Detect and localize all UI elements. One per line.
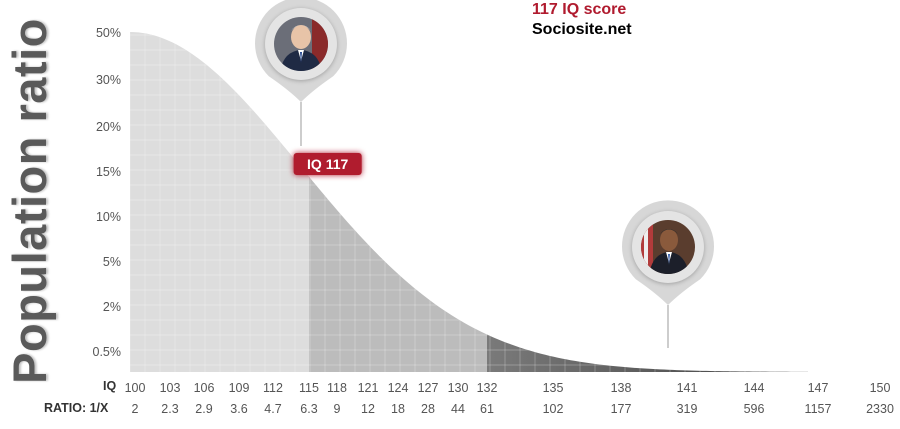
- ratio-label: 28: [421, 402, 435, 416]
- y-tick-label: 30%: [96, 73, 121, 87]
- area-band-light: [130, 32, 309, 372]
- ratio-label: 18: [391, 402, 405, 416]
- ratio-label: 2.3: [161, 402, 178, 416]
- x-tick-label: 124: [388, 381, 409, 395]
- ratio-label: 3.6: [230, 402, 247, 416]
- y-axis-title: Population ratio: [3, 18, 56, 384]
- x-tick-label: 141: [677, 381, 698, 395]
- ratio-label: 2330: [866, 402, 894, 416]
- site-name: Sociosite.net: [532, 21, 632, 38]
- x-tick-label: 138: [611, 381, 632, 395]
- y-tick-label: 10%: [96, 210, 121, 224]
- x-tick-label: 144: [744, 381, 765, 395]
- marker-label: IQ 117: [307, 156, 348, 172]
- x-tick-label: 109: [229, 381, 250, 395]
- ratio-label: 596: [744, 402, 765, 416]
- area-band-mid: [309, 176, 487, 372]
- ratio-label: 1157: [805, 402, 832, 416]
- x-tick-label: 112: [263, 381, 283, 395]
- y-tick-label: 50%: [96, 26, 121, 40]
- x-tick-label: 115: [299, 381, 319, 395]
- portrait-icon: [274, 17, 328, 71]
- x-tick-label: 121: [358, 381, 379, 395]
- x-tick-label: 135: [543, 381, 564, 395]
- iq-row-label: IQ: [103, 379, 117, 393]
- x-tick-label: 130: [448, 381, 469, 395]
- ratio-label: 6.3: [300, 402, 317, 416]
- chart-title: 117 IQ score: [532, 1, 627, 18]
- x-tick-label: 127: [418, 381, 439, 395]
- ratio-label: 4.7: [264, 402, 281, 416]
- area-band-dark: [487, 334, 808, 372]
- x-tick-label: 118: [327, 381, 347, 395]
- ratio-label: 9: [334, 402, 341, 416]
- x-tick-label: 150: [870, 381, 891, 395]
- x-tick-label: 132: [477, 381, 498, 395]
- ratio-label: 319: [677, 402, 698, 416]
- ratio-row-label: RATIO: 1/X: [44, 401, 109, 415]
- y-tick-label: 15%: [96, 165, 121, 179]
- ratio-label: 61: [480, 402, 494, 416]
- ratio-label: 2: [132, 402, 139, 416]
- avatar: [265, 8, 337, 80]
- x-tick-label: 147: [808, 381, 829, 395]
- y-tick-label: 0.5%: [93, 345, 122, 359]
- y-tick-label: 2%: [103, 300, 121, 314]
- x-tick-label: 103: [160, 381, 181, 395]
- ratio-label: 177: [611, 402, 632, 416]
- marker-label-box: [293, 153, 362, 175]
- avatar: [632, 211, 704, 283]
- portrait-icon: [641, 220, 695, 274]
- ratio-label: 2.9: [195, 402, 212, 416]
- y-tick-label: 5%: [103, 255, 121, 269]
- ratio-label: 44: [451, 402, 465, 416]
- ratio-label: 102: [543, 402, 564, 416]
- y-tick-label: 20%: [96, 120, 121, 134]
- ratio-label: 12: [361, 402, 375, 416]
- x-tick-label: 106: [194, 381, 215, 395]
- x-tick-label: 100: [125, 381, 146, 395]
